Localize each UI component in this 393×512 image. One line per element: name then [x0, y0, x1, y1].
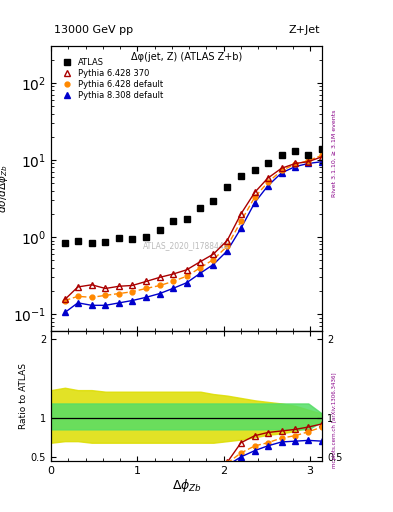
Pythia 8.308 default — [306, 160, 311, 166]
Pythia 6.428 370 — [89, 282, 94, 288]
Text: 13000 GeV pp: 13000 GeV pp — [54, 25, 133, 35]
Pythia 6.428 default — [198, 265, 203, 271]
Pythia 6.428 370 — [130, 283, 134, 289]
Pythia 6.428 default — [130, 289, 134, 295]
ATLAS — [306, 152, 311, 158]
Pythia 8.308 default — [158, 290, 162, 296]
Pythia 6.428 default — [252, 194, 257, 200]
Pythia 6.428 default — [62, 297, 67, 304]
Pythia 6.428 default — [279, 167, 284, 174]
ATLAS — [320, 145, 325, 152]
Pythia 8.308 default — [117, 300, 122, 306]
ATLAS — [171, 218, 175, 224]
ATLAS — [293, 148, 298, 154]
Pythia 6.428 default — [293, 161, 298, 167]
Line: Pythia 6.428 default: Pythia 6.428 default — [62, 153, 325, 303]
ATLAS — [184, 216, 189, 222]
Pythia 6.428 370 — [75, 284, 80, 290]
Y-axis label: Ratio to ATLAS: Ratio to ATLAS — [19, 363, 28, 429]
Pythia 6.428 370 — [279, 165, 284, 172]
Pythia 8.308 default — [225, 248, 230, 254]
Pythia 6.428 default — [103, 292, 108, 298]
Line: Pythia 6.428 370: Pythia 6.428 370 — [62, 154, 325, 302]
Pythia 6.428 370 — [293, 160, 298, 166]
Pythia 8.308 default — [320, 159, 325, 165]
ATLAS — [144, 234, 149, 240]
Pythia 8.308 default — [252, 200, 257, 206]
Text: Δφ(jet, Z) (ATLAS Z+b): Δφ(jet, Z) (ATLAS Z+b) — [131, 52, 242, 62]
Pythia 8.308 default — [198, 270, 203, 276]
ATLAS — [198, 205, 203, 211]
Pythia 6.428 370 — [184, 267, 189, 273]
Pythia 6.428 default — [184, 273, 189, 280]
Y-axis label: $d\sigma/d\Delta\phi_{Zb}$: $d\sigma/d\Delta\phi_{Zb}$ — [0, 164, 10, 213]
Pythia 8.308 default — [171, 285, 175, 291]
Pythia 8.308 default — [75, 300, 80, 306]
ATLAS — [89, 240, 94, 246]
Pythia 6.428 370 — [306, 159, 311, 165]
Pythia 6.428 default — [239, 218, 243, 224]
Pythia 6.428 370 — [158, 274, 162, 281]
Pythia 6.428 default — [117, 290, 122, 296]
Pythia 6.428 default — [144, 285, 149, 291]
ATLAS — [75, 238, 80, 244]
ATLAS — [239, 173, 243, 179]
ATLAS — [62, 240, 67, 246]
Pythia 6.428 370 — [239, 211, 243, 217]
ATLAS — [279, 152, 284, 158]
Pythia 6.428 default — [75, 293, 80, 300]
Pythia 8.308 default — [279, 170, 284, 176]
Pythia 8.308 default — [62, 309, 67, 315]
Line: Pythia 8.308 default: Pythia 8.308 default — [62, 159, 325, 315]
ATLAS — [252, 166, 257, 173]
Pythia 6.428 370 — [171, 271, 175, 277]
Pythia 8.308 default — [89, 302, 94, 308]
Pythia 6.428 default — [89, 294, 94, 301]
Pythia 8.308 default — [144, 294, 149, 301]
Pythia 6.428 370 — [62, 296, 67, 303]
Pythia 6.428 370 — [320, 154, 325, 160]
Pythia 6.428 370 — [225, 238, 230, 244]
Text: Rivet 3.1.10, ≥ 3.1M events: Rivet 3.1.10, ≥ 3.1M events — [332, 110, 337, 197]
Pythia 8.308 default — [239, 225, 243, 231]
Line: ATLAS: ATLAS — [62, 145, 325, 246]
ATLAS — [225, 184, 230, 190]
Text: ATLAS_2020_I1788444: ATLAS_2020_I1788444 — [143, 241, 230, 250]
Pythia 6.428 370 — [265, 175, 270, 181]
Pythia 8.308 default — [103, 302, 108, 308]
Pythia 6.428 default — [306, 158, 311, 164]
Pythia 6.428 default — [171, 279, 175, 285]
Pythia 8.308 default — [293, 163, 298, 169]
Pythia 6.428 default — [265, 179, 270, 185]
ATLAS — [117, 235, 122, 241]
ATLAS — [130, 237, 134, 243]
ATLAS — [211, 198, 216, 204]
Pythia 6.428 370 — [144, 279, 149, 285]
Pythia 8.308 default — [211, 262, 216, 268]
Pythia 6.428 default — [320, 152, 325, 158]
Pythia 6.428 370 — [211, 251, 216, 257]
X-axis label: $\Delta\phi_{Zb}$: $\Delta\phi_{Zb}$ — [172, 477, 202, 494]
Pythia 6.428 default — [158, 283, 162, 289]
Legend: ATLAS, Pythia 6.428 370, Pythia 6.428 default, Pythia 8.308 default: ATLAS, Pythia 6.428 370, Pythia 6.428 de… — [58, 56, 165, 101]
Pythia 6.428 370 — [103, 285, 108, 291]
ATLAS — [265, 160, 270, 166]
Pythia 8.308 default — [130, 297, 134, 304]
Pythia 6.428 370 — [117, 283, 122, 289]
Text: Z+Jet: Z+Jet — [288, 25, 320, 35]
Pythia 6.428 default — [211, 257, 216, 263]
Text: mcplots.cern.ch [arXiv:1306.3436]: mcplots.cern.ch [arXiv:1306.3436] — [332, 372, 337, 467]
ATLAS — [158, 226, 162, 232]
ATLAS — [103, 240, 108, 246]
Pythia 8.308 default — [265, 183, 270, 189]
Pythia 6.428 default — [225, 243, 230, 249]
Pythia 6.428 370 — [198, 259, 203, 265]
Pythia 6.428 370 — [252, 189, 257, 196]
Pythia 8.308 default — [184, 280, 189, 286]
